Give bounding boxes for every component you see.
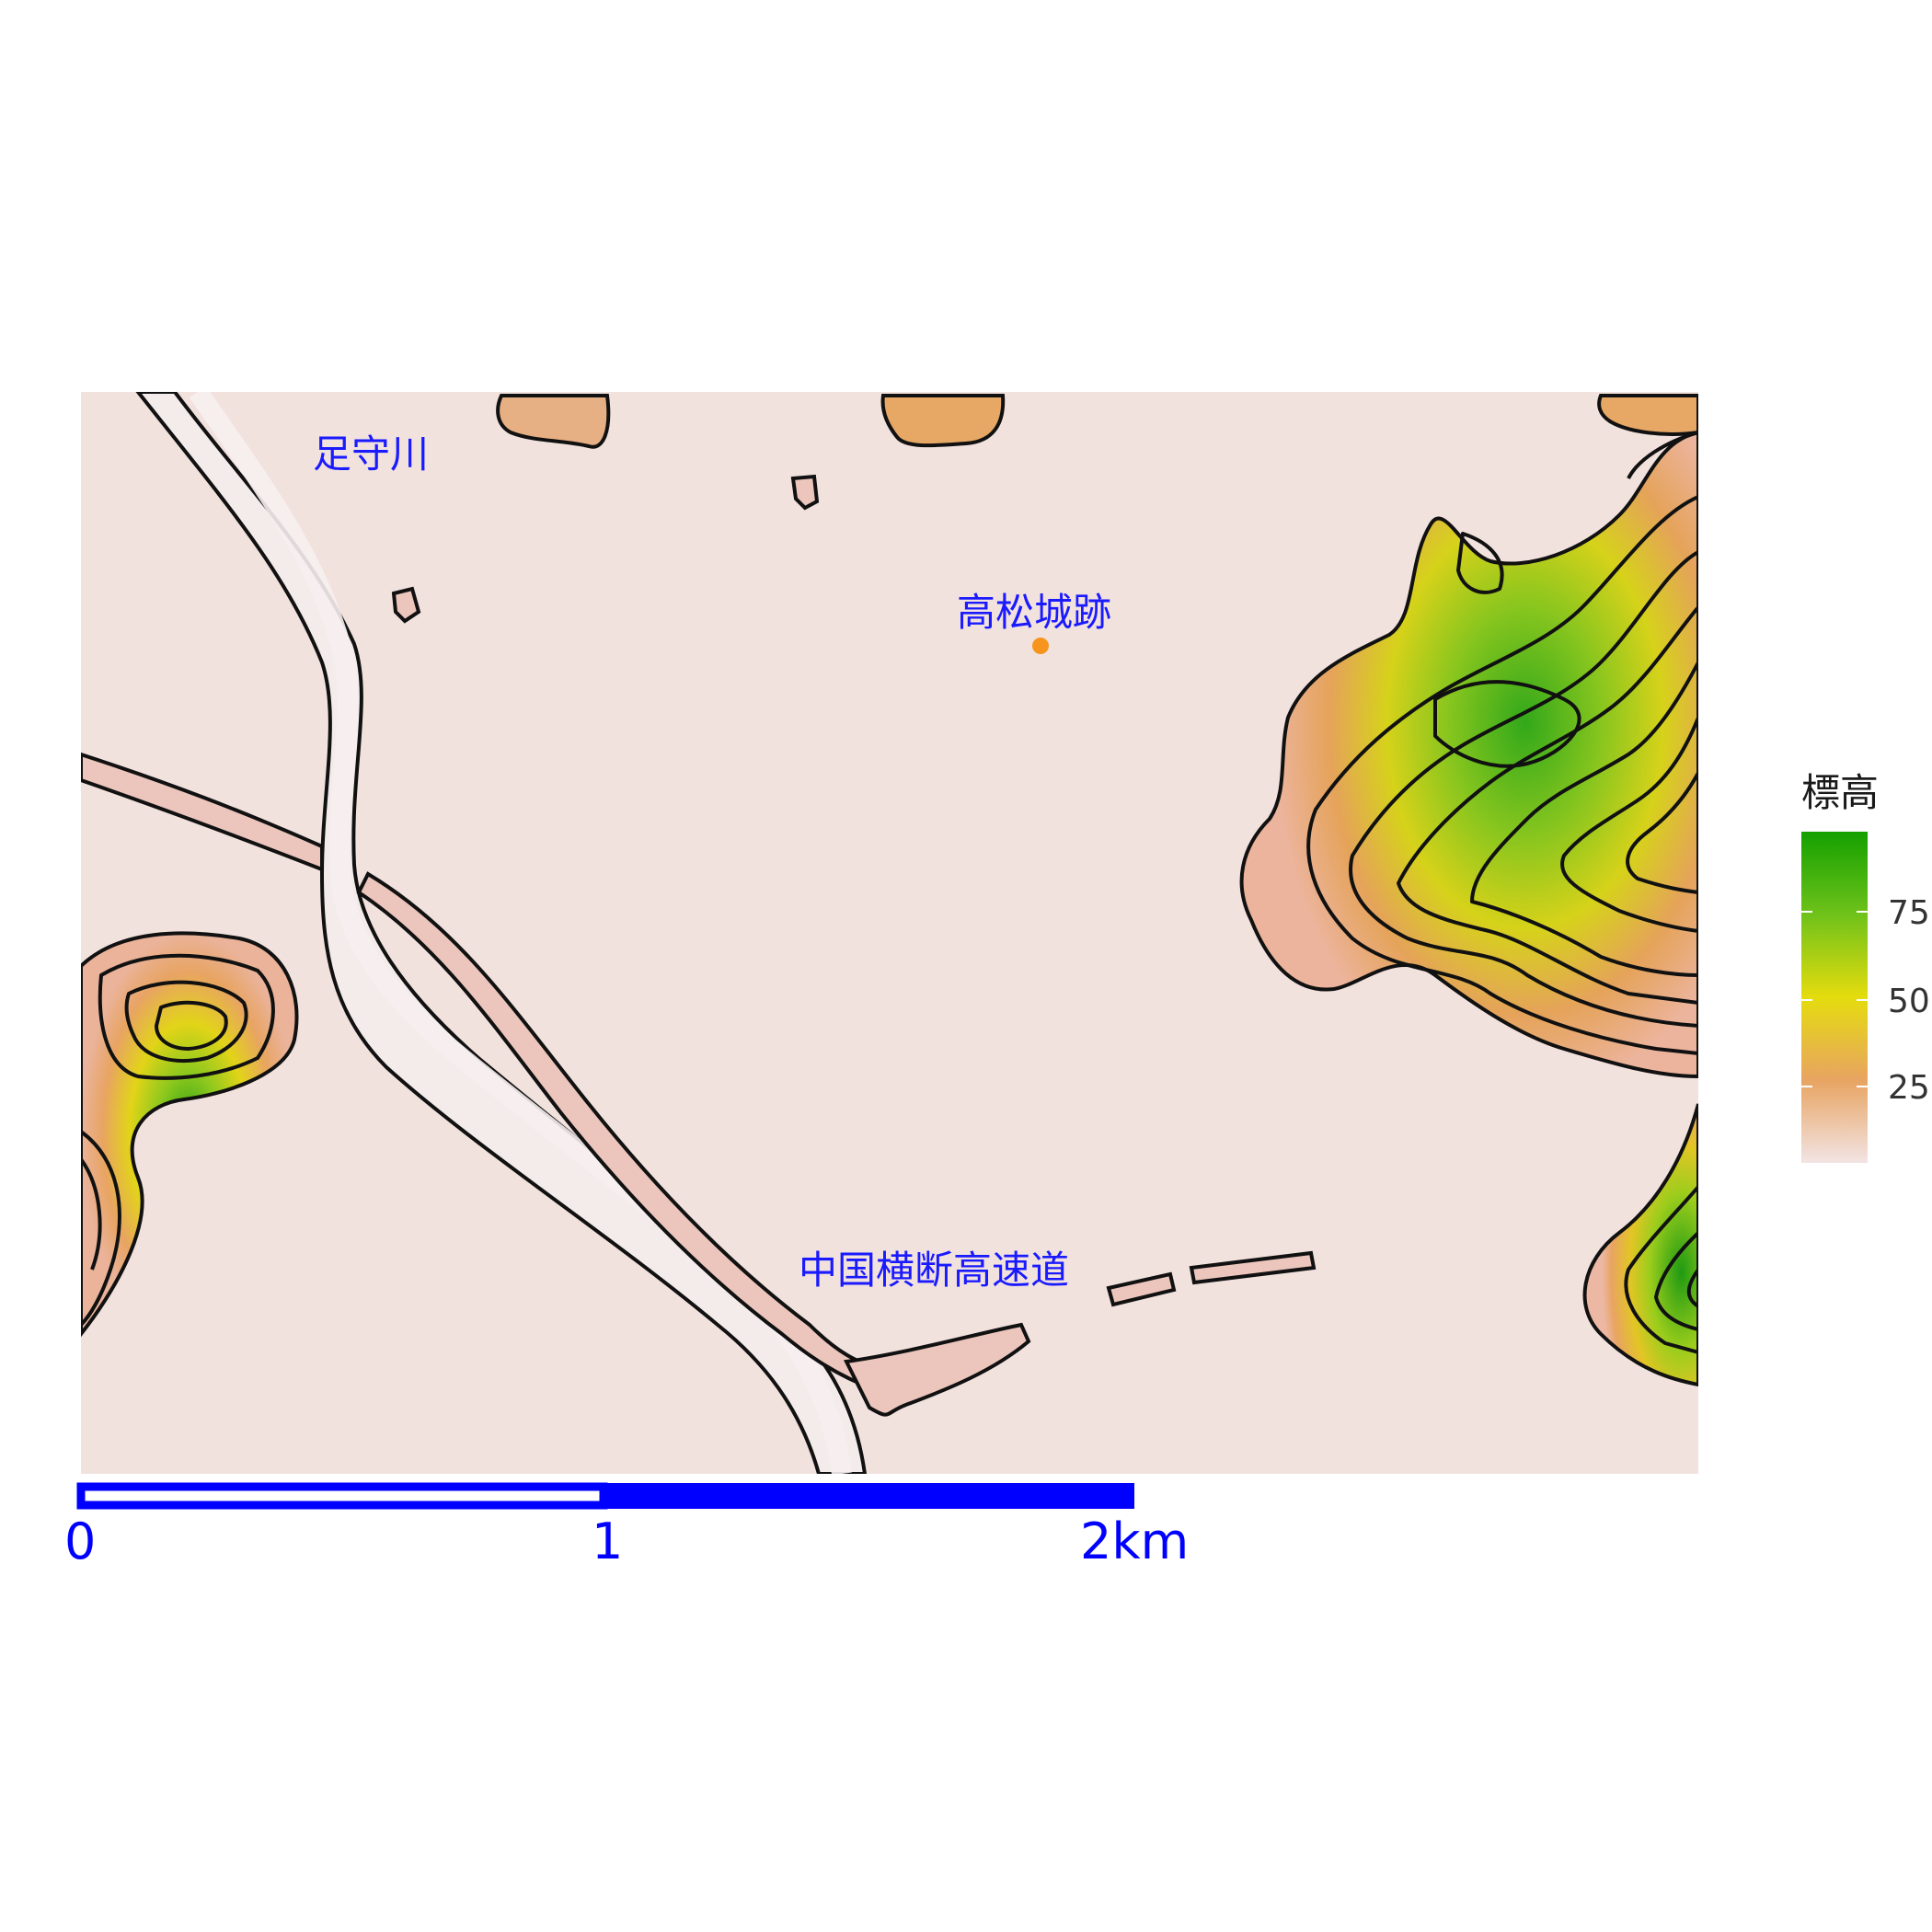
legend-tick-label-25: 25 [1888,1069,1930,1107]
scale-tick-label: 2km [1080,1512,1189,1570]
hill-right [1239,396,1698,1079]
hill-right-contour-9 [1627,431,1698,479]
highway-segment-2 [1189,1250,1317,1285]
hill-top-3 [1597,394,1698,436]
legend-colorbar [1801,832,1868,1163]
hill-right-contour-6 [1626,772,1698,894]
legend-ticks [1801,911,1868,1087]
scale-bar: 0 1 2km [64,1482,1189,1570]
hill-right-contour-3 [1397,605,1698,1005]
scale-tick-label: 0 [64,1512,96,1570]
castle-marker [1032,638,1049,654]
islet-1 [790,474,820,511]
scale-bar-segment-blue [604,1483,1134,1509]
hill-lower-right-contour-2 [1654,1231,1698,1331]
legend-title: 標高 [1801,770,1879,815]
highway-embankment-west [81,752,324,872]
highway-label: 中国横断高速道 [799,1248,1069,1293]
islet-2 [391,586,421,624]
scale-bar-segment-white [76,1482,608,1510]
hill-right-contour-8 [1456,532,1504,594]
hill-left [81,931,299,1338]
hill-right-contour-7 [1433,680,1581,768]
hill-right-contour-2 [1349,550,1698,1028]
hill-right-contour-4 [1470,661,1698,977]
hill-top-1 [496,394,611,449]
hill-top-2 [880,394,1006,448]
hill-left-contour-3 [155,1000,228,1051]
scale-tick-label: 1 [592,1512,623,1570]
river-label: 足守川 [313,431,429,477]
hill-lower-right-contour-1 [1624,1185,1698,1354]
legend-tick-label-75: 75 [1888,894,1930,932]
river [135,392,868,1474]
map-panel [81,392,1698,1474]
hill-left-contour-2 [124,980,248,1063]
interchange [843,1322,1031,1417]
legend-tick-label-50: 50 [1888,983,1930,1020]
highway-segment-1 [1106,1271,1177,1307]
castle-label: 高松城跡 [957,590,1111,635]
hill-left-contour-4 [81,1130,121,1327]
hill-left-contour-1 [98,953,275,1080]
legend: 標高 75 50 25 [1801,770,1930,1163]
hill-left-contour-5 [81,1157,102,1271]
hill-lower-right [1582,1103,1698,1387]
hill-lower-right-contour-3 [1686,1268,1698,1308]
hill-right-contour-5 [1560,717,1698,933]
hill-right-contour-1 [1306,495,1698,1055]
